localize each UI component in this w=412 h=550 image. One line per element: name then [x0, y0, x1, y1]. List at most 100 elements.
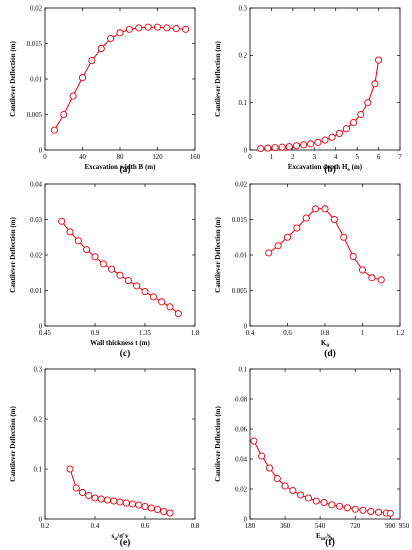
x-axis-label: Eur/su [316, 532, 334, 542]
data-point [289, 486, 297, 495]
x-tick-label: 0.8 [321, 330, 330, 337]
chart-panel: 0 1 2 3 4 5 6 7 0 0.1 0.2 0.3 Cantilever Deflection … [214, 5, 402, 175]
y-tick-label: 0 [244, 516, 248, 523]
data-point [58, 217, 66, 225]
data-point [377, 276, 385, 284]
data-point [278, 143, 286, 151]
y-tick-label: 0.3 [239, 5, 248, 12]
x-axis-label: Excavation width B (m) [85, 163, 157, 171]
data-point [135, 24, 143, 32]
data-point [371, 80, 379, 88]
x-axis-label: su/σ′v [111, 532, 129, 542]
y-tick-label: 0 [244, 147, 248, 154]
data-point [342, 125, 350, 133]
y-tick-label: 0 [39, 147, 43, 154]
data-point [66, 465, 74, 473]
y-tick-label: 0.02 [235, 181, 247, 188]
data-point [116, 498, 124, 506]
series-line [260, 60, 380, 150]
data-point [147, 504, 155, 512]
data-point [250, 437, 258, 445]
data-point [149, 293, 157, 301]
data-point [343, 504, 351, 512]
x-tick-label: 0.4 [91, 523, 100, 530]
y-tick-label: 0.005 [232, 288, 248, 295]
x-tick-label: 1.8 [191, 330, 200, 337]
data-point [265, 464, 274, 472]
y-tick-label: 0.01 [30, 76, 42, 83]
y-tick-label: 0.08 [235, 396, 247, 403]
data-point [340, 233, 348, 241]
y-tick-label: 0.01 [235, 252, 247, 259]
data-point [135, 501, 143, 509]
y-tick-label: 0.005 [27, 112, 43, 119]
data-point [349, 252, 357, 260]
panel-label: (d) [324, 348, 336, 359]
data-point [78, 74, 87, 82]
panel-label: (a) [119, 164, 130, 175]
x-tick-label: 2 [291, 154, 295, 161]
data-point [125, 25, 133, 33]
chart-panel: 0.4 0.6 0.8 1 1.2 0 0.005 0.01 0.015 0.02 Cantilev… [214, 181, 405, 359]
y-tick-label: 0.2 [34, 416, 43, 423]
data-point [386, 509, 394, 517]
data-point [367, 507, 375, 516]
data-point [182, 25, 190, 33]
data-point [78, 488, 87, 497]
data-point [364, 99, 372, 107]
chart-panel: 0.2 0.4 0.6 0.8 0 0.1 0.2 0.3 Cantilever Deflect… [9, 366, 200, 548]
data-point [172, 25, 180, 33]
y-tick-label: 0.2 [239, 53, 248, 60]
data-point [128, 500, 137, 508]
x-tick-label: 540 [315, 523, 326, 530]
panel-label: (f) [325, 537, 335, 548]
y-tick-label: 0.3 [34, 366, 43, 373]
data-point [375, 508, 383, 516]
panel-label: (b) [324, 164, 336, 175]
data-point [69, 92, 77, 100]
y-tick-label: 0.015 [27, 41, 43, 48]
chart-panel: 180 360 540 720 900 950 0 0.02 0.04 0.06 0.08 0.1 Ca… [214, 366, 410, 548]
x-tick-label: 0.4 [246, 330, 255, 337]
y-tick-label: 0 [39, 516, 43, 523]
data-point [349, 118, 358, 127]
data-point [351, 505, 359, 513]
x-tick-label: 0.9 [91, 330, 100, 337]
x-tick-label: 40 [79, 154, 86, 161]
data-point [160, 507, 168, 516]
x-tick-label: 900 [385, 523, 396, 530]
data-point [110, 497, 118, 505]
data-point [257, 145, 265, 153]
x-tick-label: 1.35 [139, 330, 151, 337]
data-point [166, 509, 174, 517]
data-point [91, 253, 99, 261]
plot-frame [249, 368, 401, 520]
x-tick-label: 3 [313, 154, 317, 161]
data-point [264, 144, 272, 152]
x-tick-label: 720 [350, 523, 361, 530]
panel-label: (c) [120, 348, 131, 359]
x-tick-label: 6 [377, 154, 381, 161]
y-tick-label: 0.02 [235, 486, 247, 493]
data-point [97, 44, 105, 53]
data-point [271, 144, 279, 152]
data-point [158, 298, 166, 306]
data-point [312, 497, 320, 505]
data-point [321, 136, 329, 144]
data-point [88, 56, 96, 65]
data-point [174, 310, 182, 318]
x-tick-label: 160 [190, 154, 201, 161]
data-point [153, 23, 162, 31]
data-point [83, 246, 91, 254]
data-point [265, 249, 273, 257]
x-tick-label: 0.8 [191, 523, 200, 530]
y-tick-label: 0.02 [30, 5, 42, 12]
data-point [85, 491, 93, 500]
data-point [72, 484, 80, 492]
y-axis-label: Cantilever Deflection (m) [9, 40, 17, 116]
data-point [144, 23, 152, 31]
x-tick-label: 0 [248, 154, 252, 161]
data-point [312, 205, 320, 213]
y-tick-label: 0.04 [30, 181, 42, 188]
data-point [258, 452, 266, 460]
